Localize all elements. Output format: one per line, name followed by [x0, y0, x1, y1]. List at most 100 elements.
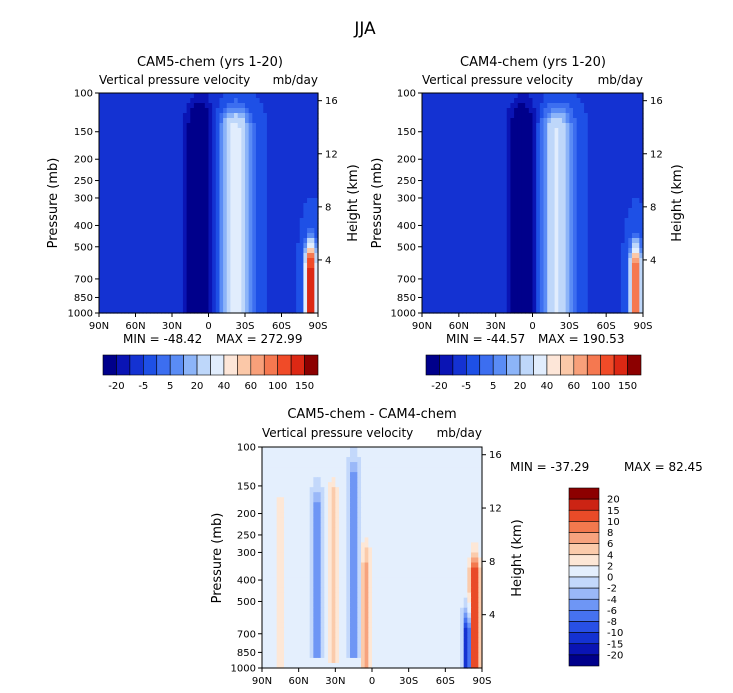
heatmap-cell: [157, 153, 162, 159]
heatmap-cell: [128, 103, 133, 109]
heatmap-cell: [266, 168, 272, 174]
y-tick-label: 200: [74, 155, 93, 166]
heatmap-cell: [554, 118, 559, 124]
heatmap-cell: [425, 198, 430, 204]
heatmap-cell: [310, 258, 315, 264]
heatmap-cell: [429, 213, 434, 219]
heatmap-cell: [281, 303, 286, 309]
heatmap-cell: [208, 118, 213, 124]
heatmap-cell: [609, 218, 615, 224]
heatmap-cell: [491, 278, 497, 284]
heatmap-cell: [168, 168, 173, 174]
heatmap-cell: [422, 173, 427, 179]
heatmap-cell: [429, 263, 434, 269]
heatmap-cell: [157, 173, 162, 179]
heatmap-cell: [495, 258, 500, 264]
heatmap-cell: [517, 168, 523, 174]
heatmap-cell: [146, 128, 151, 134]
heatmap-cell: [469, 228, 475, 234]
heatmap-cell: [455, 163, 460, 169]
heatmap-cell: [277, 163, 283, 169]
heatmap-cell: [499, 278, 504, 284]
heatmap-cell: [617, 218, 622, 224]
heatmap-cell: [128, 253, 133, 259]
colorbar-swatch: [223, 354, 238, 376]
heatmap-cell: [106, 98, 111, 104]
heatmap-cell: [270, 253, 275, 259]
heatmap-cell: [270, 128, 275, 134]
heatmap-cell: [473, 108, 478, 114]
heatmap-cell: [561, 218, 567, 224]
heatmap-cell: [106, 138, 111, 144]
heatmap-cell: [565, 183, 570, 189]
heatmap-cell: [274, 188, 279, 194]
heatmap-cell: [153, 118, 158, 124]
heatmap-cell: [266, 98, 272, 104]
heatmap-cell: [288, 238, 294, 244]
heatmap-cell: [102, 298, 107, 304]
heatmap-cell: [245, 283, 250, 289]
heatmap-cell: [303, 258, 308, 264]
heatmap-cell: [554, 173, 559, 179]
heatmap-cell: [120, 123, 126, 129]
heatmap-cell: [525, 213, 530, 219]
heatmap-cell: [106, 178, 111, 184]
heatmap-cell: [102, 248, 107, 254]
heatmap-cell: [204, 293, 210, 299]
heatmap-cell: [521, 133, 526, 139]
heatmap-cell: [307, 273, 312, 279]
heatmap-cell: [606, 238, 611, 244]
heatmap-cell: [602, 113, 607, 119]
heatmap-cell: [299, 98, 304, 104]
heatmap-cell: [164, 128, 169, 134]
heatmap-cell: [113, 183, 118, 189]
heatmap-cell: [595, 253, 600, 259]
heatmap-cell: [580, 193, 585, 199]
heatmap-cell: [237, 193, 242, 199]
heatmap-cell: [580, 243, 585, 249]
heatmap-cell: [117, 308, 122, 314]
heatmap-cell: [299, 243, 304, 249]
heatmap-cell: [477, 108, 482, 114]
heatmap-cell: [440, 148, 445, 154]
heatmap-cell: [128, 268, 133, 274]
heatmap-cell: [139, 193, 144, 199]
heatmap-cell: [252, 173, 257, 179]
heatmap-cell: [175, 258, 180, 264]
heatmap-cell: [252, 123, 257, 129]
heatmap-cell: [484, 238, 489, 244]
heatmap-cell: [164, 103, 169, 109]
heatmap-cell: [281, 153, 286, 159]
heatmap-cell: [288, 138, 294, 144]
heatmap-cell: [477, 263, 482, 269]
heatmap-cell: [117, 143, 122, 149]
heatmap-cell: [281, 213, 286, 219]
heatmap-cell: [296, 203, 301, 209]
heatmap-cell: [157, 98, 162, 104]
heatmap-cell: [310, 213, 315, 219]
heatmap-cell: [179, 93, 184, 99]
heatmap-cell: [469, 113, 475, 119]
heatmap-cell: [543, 163, 548, 169]
heatmap-cell: [172, 108, 177, 114]
heatmap-cell: [543, 93, 548, 99]
heatmap-cell: [477, 223, 482, 229]
heatmap-cell: [241, 163, 246, 169]
heatmap-cell: [142, 98, 148, 104]
heatmap-cell: [480, 278, 486, 284]
heatmap-cell: [142, 128, 148, 134]
heatmap-cell: [113, 138, 118, 144]
heatmap-cell: [444, 143, 449, 149]
heatmap-cell: [296, 218, 301, 224]
heatmap-cell: [539, 278, 545, 284]
heatmap-cell: [186, 138, 191, 144]
heatmap-cell: [613, 218, 618, 224]
heatmap-cell: [135, 163, 140, 169]
heatmap-cell: [517, 153, 523, 159]
heatmap-cell: [532, 133, 537, 139]
heatmap-cell: [488, 228, 493, 234]
heatmap-cell: [277, 258, 283, 264]
heatmap-cell: [219, 228, 224, 234]
heatmap-cell: [277, 233, 283, 239]
heatmap-cell: [237, 163, 242, 169]
